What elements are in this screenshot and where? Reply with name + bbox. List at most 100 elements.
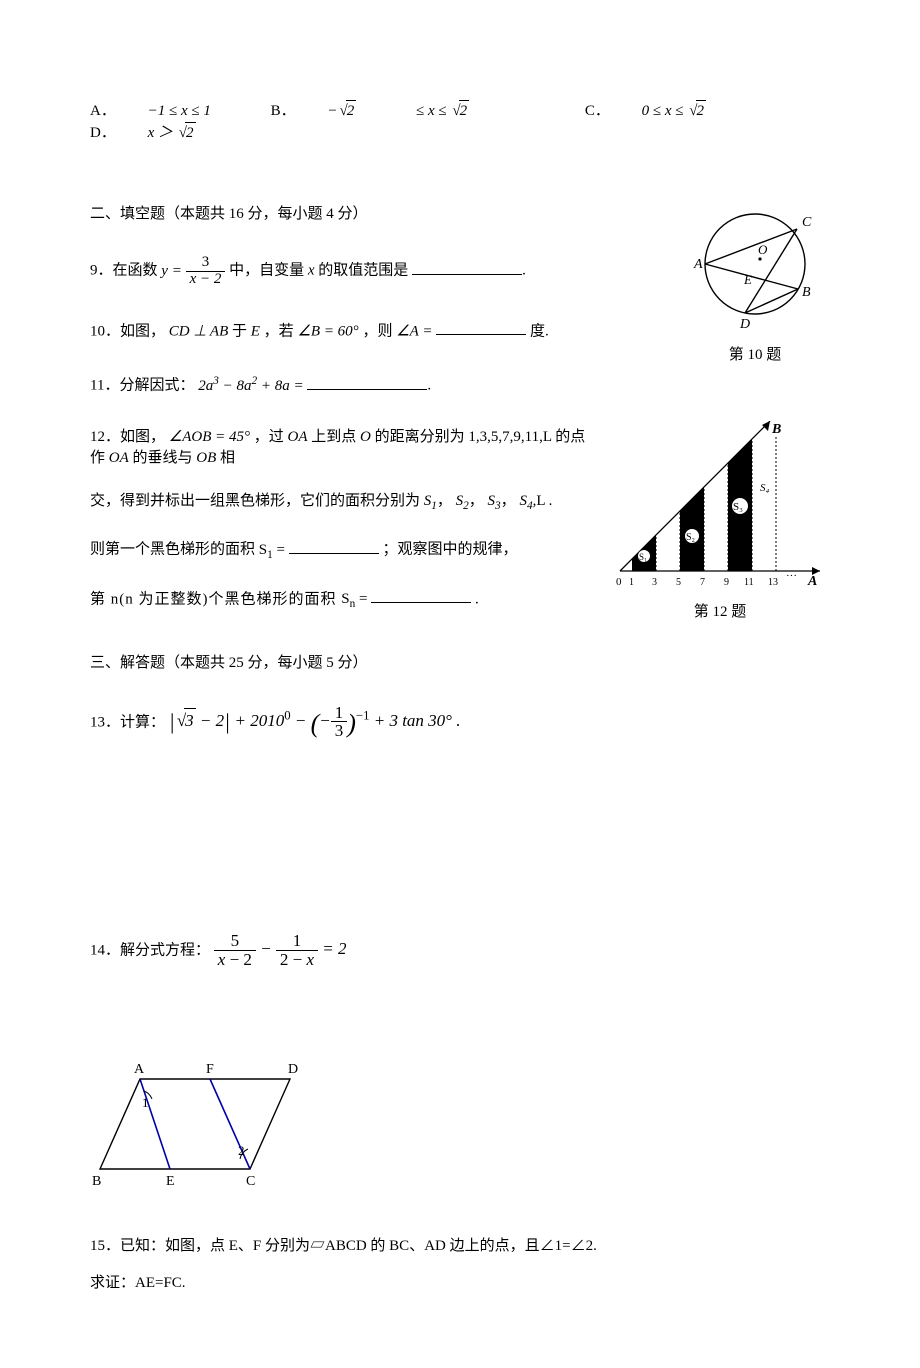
q13-den: 3 [331, 722, 348, 740]
fig10-wrapper: A B C D E O 第 10 题 [680, 204, 830, 366]
q14-n1: 5 [214, 932, 256, 951]
q8-opt-a: A． −1 ≤ x ≤ 1 [90, 101, 239, 122]
q12-seq: 1,3,5,7,9,11, [468, 429, 542, 445]
q14-n2: 1 [276, 932, 318, 951]
fig12-wrapper: S₁ S₂ S₃ S₄ 0 1 3 5 7 9 11 13 ··· A B 第 … [610, 421, 830, 623]
q15-l2: 求证：AE=FC. [90, 1273, 830, 1294]
svg-text:7: 7 [700, 577, 705, 588]
svg-text:3: 3 [652, 577, 657, 588]
q9-math: y = 3x − 2 [161, 263, 229, 279]
q9-prefix: 9．在函数 [90, 263, 161, 279]
q11-prefix: 11．分解因式： [90, 378, 194, 394]
q9-mid: 中，自变量 [229, 263, 308, 279]
q12-c3: ， [501, 493, 516, 509]
opt-b-math: −2 ≤ x ≤ 2 [327, 100, 525, 122]
fig15-wrapper: A F D B E C 1 2 [90, 1059, 830, 1206]
q13-prefix: 13．计算： [90, 714, 165, 730]
q10-unit: 度. [530, 323, 549, 339]
fig15-svg: A F D B E C 1 2 [90, 1059, 320, 1199]
opt-c-prefix: C． [585, 101, 610, 122]
svg-text:9: 9 [724, 577, 729, 588]
q8-opt-b: B． −2 ≤ x ≤ 2 [271, 100, 554, 122]
fig10-C: C [802, 215, 812, 230]
opt-c-math: 0 ≤ x ≤ 2 [642, 100, 762, 122]
q14-prefix: 14．解分式方程： [90, 942, 210, 958]
svg-text:A: A [807, 574, 817, 589]
svg-text:1: 1 [142, 1095, 149, 1110]
q9-den: x − 2 [186, 272, 226, 288]
q10-c1: ，若 [264, 323, 298, 339]
q12-l1: L [543, 429, 552, 445]
fig10-svg: A B C D E O [680, 204, 830, 334]
opt-d-math: x ＞ 2 [148, 122, 252, 144]
q12-p4: 的距离分别为 [375, 429, 465, 445]
fig10-O: O [758, 242, 768, 257]
q12-l4b: . [475, 591, 479, 607]
q12-p7: 相 [220, 450, 235, 466]
q11-period: . [427, 378, 431, 394]
svg-text:S₄: S₄ [760, 482, 770, 494]
q12-blank1[interactable] [289, 536, 379, 554]
q14-d2: 2 − x [276, 951, 318, 969]
q12-c1: ， [437, 493, 452, 509]
q12-p2: ，过 [254, 429, 284, 445]
q12-l2e: . [549, 493, 553, 509]
q10-at: 于 [232, 323, 247, 339]
fig10-caption: 第 10 题 [680, 345, 830, 366]
svg-text:E: E [166, 1174, 175, 1189]
q14: 14．解分式方程： 5x − 2 − 12 − x = 2 [90, 932, 830, 969]
q9-num: 3 [186, 255, 226, 272]
q14-d1: x − 2 [214, 951, 256, 969]
svg-text:S₂: S₂ [686, 532, 695, 543]
q13: 13．计算： |3 − 2| + 20100 − (−13)−1 + 3 tan… [90, 704, 830, 743]
q10-prefix: 10．如图， [90, 323, 165, 339]
fig10-D: D [739, 317, 750, 332]
section3-title: 三、解答题（本题共 25 分，每小题 5 分） [90, 653, 830, 674]
svg-text:13: 13 [768, 577, 778, 588]
opt-a-math: −1 ≤ x ≤ 1 [148, 101, 211, 122]
svg-text:0: 0 [616, 576, 622, 588]
q12-l2l: ,L [533, 493, 545, 509]
svg-text:B: B [92, 1174, 101, 1189]
q12-l3b: ；观察图中的规律， [382, 542, 517, 558]
svg-text:B: B [771, 422, 781, 437]
q12-p3: 上到点 [311, 429, 356, 445]
svg-text:5: 5 [676, 577, 681, 588]
q8-opt-d: D． x ＞ 2 [90, 122, 280, 144]
q12-l2a: 交，得到并标出一组黑色梯形，它们的面积分别为 [90, 493, 420, 509]
q10-c2: ，则 [362, 323, 396, 339]
svg-text:F: F [206, 1062, 214, 1077]
q11: 11．分解因式： 2a3 − 8a2 + 8a = . [90, 372, 830, 397]
svg-text:C: C [246, 1174, 255, 1189]
q8-options: A． −1 ≤ x ≤ 1 B． −2 ≤ x ≤ 2 C． 0 ≤ x ≤ 2… [90, 100, 830, 144]
svg-text:D: D [288, 1062, 298, 1077]
q9-period: . [522, 263, 526, 279]
svg-text:11: 11 [744, 577, 754, 588]
q12-blank2[interactable] [371, 586, 471, 604]
fig10-A: A [693, 257, 703, 272]
svg-text:A: A [134, 1062, 145, 1077]
q9-blank[interactable] [412, 257, 522, 275]
opt-a-prefix: A． [90, 101, 116, 122]
fig12-caption: 第 12 题 [610, 602, 830, 623]
opt-d-prefix: D． [90, 123, 116, 144]
q12-l4a: 第 n(n 为正整数)个黑色梯形的面积 [90, 591, 341, 607]
q12-p6: 的垂线与 [133, 450, 193, 466]
fig10-B: B [802, 285, 811, 300]
q13-num: 1 [331, 704, 348, 723]
q10-blank[interactable] [436, 318, 526, 336]
q15-l1: 15．已知：如图，点 E、F 分别为▱ABCD 的 BC、AD 边上的点，且∠1… [90, 1236, 830, 1257]
q9-var: x [308, 263, 315, 279]
svg-text:S₁: S₁ [639, 552, 647, 562]
q9-tail: 的取值范围是 [315, 263, 409, 279]
svg-text:···: ··· [786, 570, 797, 582]
q11-blank[interactable] [307, 372, 427, 390]
q12-p1: 12．如图， [90, 429, 165, 445]
fig12-svg: S₁ S₂ S₃ S₄ 0 1 3 5 7 9 11 13 ··· A B [610, 421, 830, 591]
q8-opt-c: C． 0 ≤ x ≤ 2 [585, 100, 790, 122]
q12-c2: ， [469, 493, 484, 509]
svg-text:S₃: S₃ [733, 501, 743, 513]
opt-b-prefix: B． [271, 101, 296, 122]
q12-l3a: 则第一个黑色梯形的面积 [90, 542, 255, 558]
fig10-E: E [743, 272, 752, 287]
